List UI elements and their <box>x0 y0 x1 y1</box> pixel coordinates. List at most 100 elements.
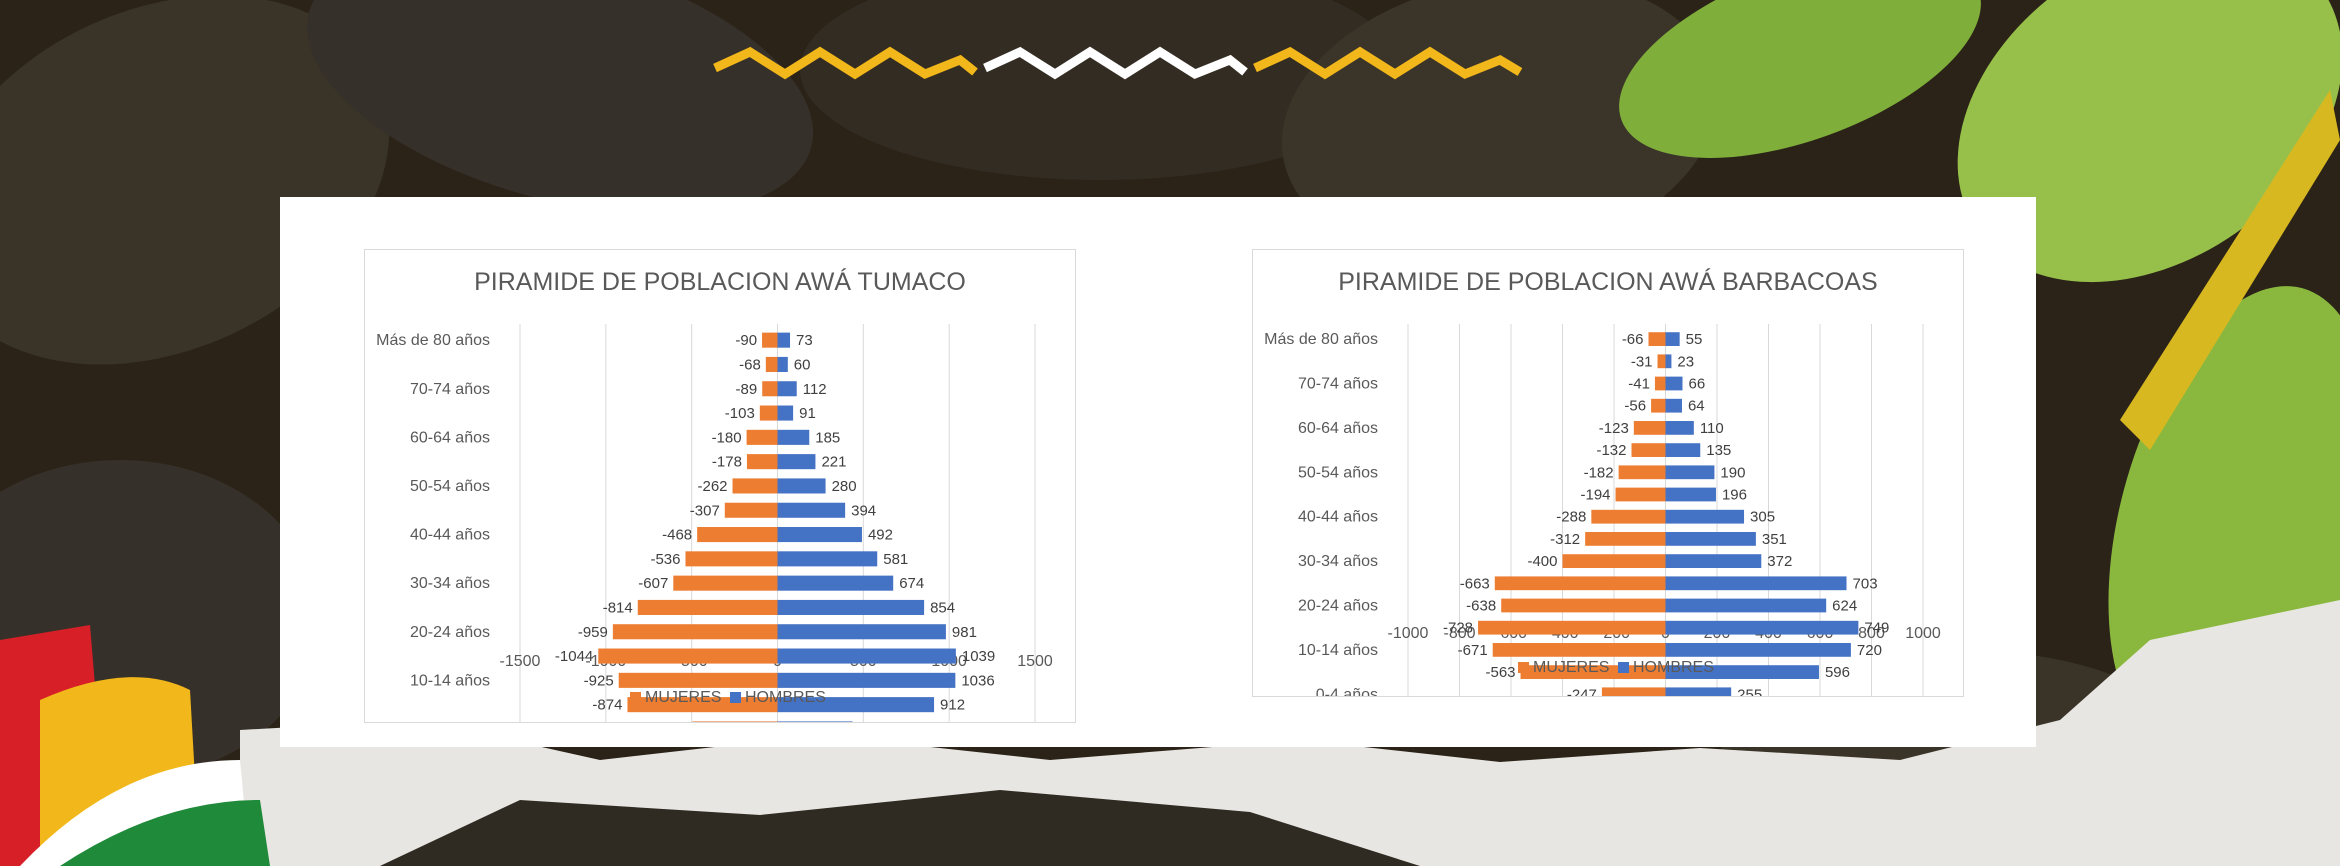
category-label: 30-34 años <box>1298 553 1378 570</box>
data-label-hombres: 112 <box>803 381 827 398</box>
bar-hombres <box>777 405 794 421</box>
data-label-mujeres: -536 <box>650 551 680 568</box>
data-label-mujeres: -563 <box>1485 664 1515 681</box>
x-tick-label: 1500 <box>1017 653 1053 670</box>
bar-hombres <box>1665 665 1819 679</box>
x-tick-label: -800 <box>1443 625 1475 642</box>
bar-mujeres <box>1633 421 1666 435</box>
category-label: 0-4 años <box>428 721 490 722</box>
data-label-hombres: 1036 <box>961 672 994 689</box>
category-label: 70-74 años <box>410 381 490 398</box>
data-label-mujeres: -68 <box>739 356 761 373</box>
bar-mujeres <box>673 575 778 591</box>
bar-hombres <box>1665 509 1745 524</box>
data-label-mujeres: -468 <box>662 527 692 544</box>
data-label-mujeres: -728 <box>1443 620 1473 637</box>
category-label: 10-14 años <box>410 672 490 689</box>
bar-hombres <box>777 502 846 518</box>
bar-hombres <box>777 648 956 664</box>
data-label-mujeres: -874 <box>592 697 622 714</box>
bar-hombres <box>777 429 810 445</box>
data-label-mujeres: -959 <box>578 624 608 641</box>
data-label-hombres: 221 <box>821 454 846 471</box>
category-label: Más de 80 años <box>376 332 490 349</box>
category-label: 60-64 años <box>1298 420 1378 437</box>
bar-hombres <box>777 332 791 348</box>
bar-mujeres <box>1591 509 1666 524</box>
ornament-zigzag <box>713 46 1523 80</box>
bar-hombres <box>777 672 956 688</box>
data-label-mujeres: -178 <box>712 454 742 471</box>
data-label-mujeres: -182 <box>1584 464 1614 481</box>
bar-mujeres <box>637 599 778 615</box>
bar-mujeres <box>1651 398 1666 413</box>
data-label-mujeres: -288 <box>1556 509 1586 526</box>
data-label-hombres: 981 <box>952 624 977 641</box>
pyramid-chart-tumaco: PIRAMIDE DE POBLACION AWÁ TUMACO -1500 -10… <box>376 267 1053 722</box>
bar-hombres <box>1665 443 1701 457</box>
data-label-mujeres: -194 <box>1581 487 1611 504</box>
data-label-mujeres: -307 <box>690 502 720 519</box>
bar-hombres <box>1665 398 1682 413</box>
data-label-mujeres: -1044 <box>555 648 593 665</box>
data-label-mujeres: -262 <box>697 478 727 495</box>
category-label: 50-54 años <box>410 478 490 495</box>
data-label-hombres: 73 <box>796 332 813 349</box>
chart-title: PIRAMIDE DE POBLACION AWÁ TUMACO <box>474 267 966 296</box>
bar-mujeres <box>1648 332 1666 346</box>
data-label-hombres: 66 <box>1688 376 1705 393</box>
bar-hombres <box>1665 643 1851 657</box>
bar-mujeres <box>765 356 778 372</box>
data-label-mujeres: -495 <box>657 721 687 722</box>
data-label-hombres: 674 <box>899 575 924 592</box>
data-label-mujeres: -66 <box>1622 331 1644 348</box>
bar-mujeres <box>746 454 778 470</box>
data-label-mujeres: -90 <box>735 332 757 349</box>
category-label: 60-64 años <box>410 429 490 446</box>
bar-mujeres <box>1520 665 1666 679</box>
data-label-mujeres: -400 <box>1527 553 1557 570</box>
data-label-hombres: 624 <box>1832 598 1857 615</box>
data-label-hombres: 60 <box>794 356 811 373</box>
x-tick-label: -1500 <box>500 653 541 670</box>
legend-swatch-mujeres <box>1518 662 1529 673</box>
data-label-hombres: 91 <box>799 405 816 422</box>
bar-mujeres <box>1492 643 1666 657</box>
category-label: 70-74 años <box>1298 376 1378 393</box>
bar-mujeres <box>598 648 778 664</box>
bar-hombres <box>777 599 925 615</box>
x-tick-label: -1000 <box>1388 625 1429 642</box>
bar-hombres <box>1665 465 1715 480</box>
legend-swatch-hombres <box>1618 662 1629 673</box>
category-label: 10-14 años <box>1298 642 1378 659</box>
category-label: 40-44 años <box>410 527 490 544</box>
bar-hombres <box>777 697 935 713</box>
bar-hombres <box>777 551 878 567</box>
bar-hombres <box>777 381 797 397</box>
data-label-hombres: 64 <box>1688 398 1705 415</box>
bar-hombres <box>777 624 946 640</box>
x-tick-label: 1000 <box>1905 625 1941 642</box>
data-label-hombres: 912 <box>940 697 965 714</box>
data-label-hombres: 437 <box>859 721 884 722</box>
data-label-hombres: 749 <box>1864 620 1889 637</box>
bar-mujeres <box>1618 465 1666 480</box>
category-label: 50-54 años <box>1298 464 1378 481</box>
data-label-hombres: 23 <box>1677 353 1694 370</box>
legend-label-hombres: HOMBRES <box>1633 659 1714 676</box>
bar-mujeres <box>1631 443 1666 457</box>
data-label-mujeres: -312 <box>1550 531 1580 548</box>
chart-barbacoas: PIRAMIDE DE POBLACION AWÁ BARBACOAS -1000… <box>1252 249 1964 697</box>
data-label-hombres: 255 <box>1737 686 1762 696</box>
data-label-mujeres: -638 <box>1466 598 1496 615</box>
bar-hombres <box>1665 576 1847 591</box>
data-label-mujeres: -41 <box>1628 376 1650 393</box>
bar-hombres <box>777 356 788 372</box>
bar-mujeres <box>1654 376 1666 391</box>
bar-hombres <box>777 454 816 470</box>
pyramid-chart-barbacoas: PIRAMIDE DE POBLACION AWÁ BARBACOAS -1000… <box>1264 267 1941 696</box>
bar-mujeres <box>612 624 778 640</box>
category-label: 0-4 años <box>1316 686 1378 696</box>
bar-mujeres <box>732 478 778 494</box>
bar-mujeres <box>1615 487 1666 502</box>
